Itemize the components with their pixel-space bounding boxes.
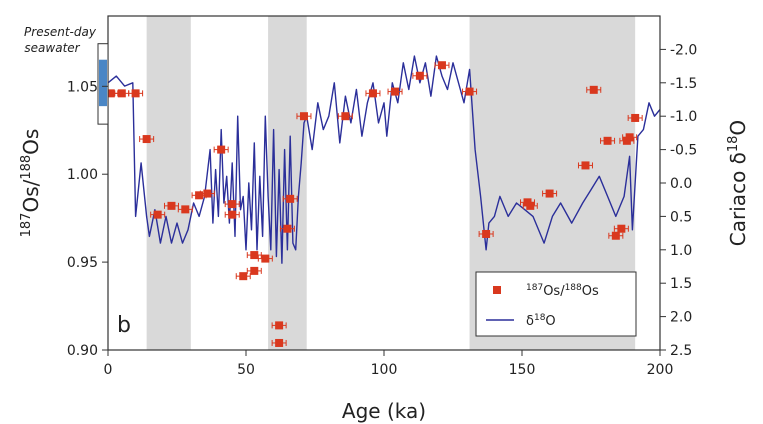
- y-right-tick-label: 1.0: [670, 243, 692, 259]
- os-point: [246, 251, 262, 260]
- os-point: [246, 266, 262, 275]
- legend-d18o-label: δ18O: [526, 313, 556, 329]
- legend-os-sup1: 187: [526, 283, 543, 293]
- y-right-tick-label: 1.5: [670, 276, 692, 292]
- legend-os-mid: Os/: [543, 284, 565, 299]
- x-tick-label: 0: [104, 362, 113, 378]
- y-right-title-sup: 18: [726, 136, 741, 153]
- seawater-label-line1: Present-day: [24, 25, 97, 39]
- y-right-tick-label: -1.5: [670, 76, 697, 92]
- y-right-axis-title: Cariaco δ18O: [726, 120, 750, 246]
- y-left-title-sup2: 188: [19, 155, 34, 180]
- shaded-interval-1: [268, 16, 307, 350]
- os-point: [150, 210, 166, 219]
- legend-box: [475, 271, 637, 337]
- os-point: [257, 254, 273, 263]
- y-left-tick-label: 1.05: [67, 79, 98, 95]
- legend-os-label: 187Os/188Os: [526, 283, 599, 299]
- os-point: [224, 210, 240, 219]
- os-point: [114, 89, 130, 98]
- y-right-tick-label: 2.5: [670, 343, 692, 359]
- legend-os-marker: [493, 286, 501, 294]
- y-right-tick-label: -0.5: [670, 143, 697, 159]
- legend-d18o-tail: O: [545, 314, 555, 329]
- os-point: [613, 224, 629, 233]
- y-left-tick-label: 0.95: [67, 255, 98, 271]
- os-point: [279, 224, 295, 233]
- os-point: [412, 71, 428, 80]
- y-left-tick-label: 1.00: [67, 167, 98, 183]
- y-right-tick-label: 0.0: [670, 176, 692, 192]
- y-right-tick-label: -1.0: [670, 109, 697, 125]
- y-left-title-sup1: 187: [19, 213, 34, 238]
- os-point: [542, 189, 558, 198]
- os-point: [608, 231, 624, 240]
- x-tick-label: 150: [509, 362, 536, 378]
- os-point: [296, 112, 312, 121]
- x-axis-ticks: 0 50 100 150 200: [104, 350, 674, 378]
- os-point: [213, 145, 229, 154]
- os-point: [282, 194, 298, 203]
- seawater-range-fill: [99, 59, 107, 107]
- y-right-title-base: Cariaco δ: [726, 152, 750, 246]
- legend-d18o-sup: 18: [534, 313, 546, 323]
- y-left-title-base2: Os: [19, 129, 43, 155]
- x-tick-label: 100: [371, 362, 398, 378]
- d18o-line: [107, 55, 661, 264]
- legend: 187Os/188Os δ18O: [475, 271, 637, 337]
- d18o-series: [107, 55, 661, 264]
- os-point: [271, 338, 287, 347]
- y-right-tick-label: 0.5: [670, 209, 692, 225]
- y-right-axis-ticks: -2.0 -1.5 -1.0 -0.5 0.0 0.5 1.0 1.5 2.0 2.5: [660, 42, 697, 359]
- os-point: [522, 201, 538, 210]
- os-series: [103, 61, 643, 347]
- y-right-tick-label: 2.0: [670, 310, 692, 326]
- y-right-tick-label: -2.0: [670, 42, 697, 58]
- os-point: [586, 85, 602, 94]
- y-left-title-base1: Os/: [19, 179, 43, 212]
- legend-os-sup2: 188: [565, 283, 582, 293]
- os-point: [199, 189, 215, 198]
- y-left-tick-label: 0.90: [67, 343, 98, 359]
- os-point: [365, 89, 381, 98]
- os-point: [462, 87, 478, 96]
- os-point: [600, 136, 616, 145]
- os-point: [434, 61, 450, 70]
- os-point: [577, 161, 593, 170]
- os-point: [139, 135, 155, 144]
- shaded-interval-0: [146, 16, 191, 350]
- x-tick-label: 200: [647, 362, 674, 378]
- os-point: [177, 205, 193, 214]
- os-point: [235, 272, 251, 281]
- y-right-title-tail: O: [726, 120, 750, 136]
- x-tick-label: 50: [237, 362, 255, 378]
- os-point: [128, 89, 144, 98]
- os-point: [271, 321, 287, 330]
- y-left-axis-ticks: 0.90 0.95 1.00 1.05: [67, 79, 108, 359]
- os-point: [387, 87, 403, 96]
- os-point: [337, 112, 353, 121]
- panel-label: b: [117, 313, 131, 338]
- seawater-label-line2: seawater: [24, 41, 80, 55]
- x-axis-title: Age (ka): [342, 399, 426, 423]
- legend-d18o-base: δ: [526, 314, 534, 329]
- os-point: [478, 229, 494, 238]
- os-point: [627, 113, 643, 122]
- os-point: [224, 200, 240, 209]
- os-point: [622, 133, 638, 142]
- y-left-axis-title: 187Os/188Os: [19, 129, 43, 238]
- legend-os-tail: Os: [582, 284, 599, 299]
